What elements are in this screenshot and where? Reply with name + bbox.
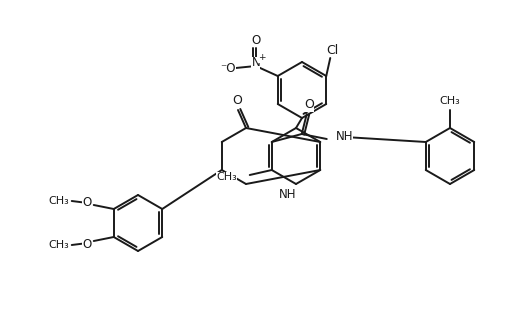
Text: O: O bbox=[82, 238, 91, 251]
Text: CH₃: CH₃ bbox=[440, 96, 461, 106]
Text: CH₃: CH₃ bbox=[48, 196, 69, 206]
Text: NH: NH bbox=[336, 130, 353, 143]
Text: Cl: Cl bbox=[326, 44, 338, 57]
Text: NH: NH bbox=[279, 189, 297, 202]
Text: CH₃: CH₃ bbox=[48, 240, 69, 250]
Text: CH₃: CH₃ bbox=[216, 172, 237, 182]
Text: O: O bbox=[251, 33, 260, 46]
Text: ⁻O: ⁻O bbox=[220, 61, 236, 74]
Text: O: O bbox=[82, 196, 91, 209]
Text: N: N bbox=[251, 57, 260, 70]
Text: O: O bbox=[304, 99, 314, 112]
Text: +: + bbox=[258, 53, 266, 63]
Text: O: O bbox=[232, 94, 242, 107]
